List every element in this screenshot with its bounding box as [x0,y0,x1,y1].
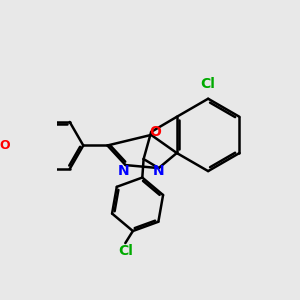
Text: O: O [150,125,162,139]
Text: Cl: Cl [118,244,133,258]
Text: O: O [0,139,10,152]
Text: Cl: Cl [201,76,216,91]
Text: N: N [153,164,164,178]
Text: N: N [118,164,130,178]
